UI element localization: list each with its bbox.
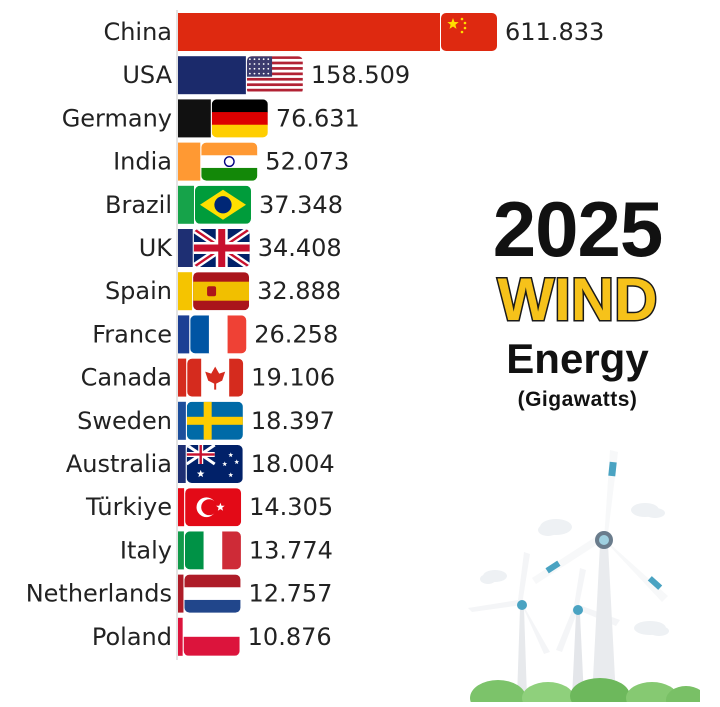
bar-germany (178, 99, 211, 138)
category-label: Italy (120, 536, 172, 564)
brazil-flag-icon (194, 185, 251, 224)
bar-trkiye (178, 488, 185, 527)
bar-netherlands (178, 574, 184, 613)
value-label: 76.631 (276, 104, 360, 132)
category-label: France (92, 320, 172, 348)
title-year: 2025 (492, 185, 664, 273)
italy-flag-icon (184, 531, 241, 570)
category-label: Sweden (77, 407, 172, 435)
turbine-large-icon (532, 450, 668, 698)
chart-bars: China 611.833 USA 158.509 Germany 76.631 India… (26, 13, 604, 656)
title-highlight: WIND (496, 266, 659, 333)
turkiye-flag-icon (185, 488, 242, 527)
category-label: Spain (105, 277, 172, 305)
value-label: 26.258 (254, 320, 338, 348)
bar-brazil (178, 185, 194, 224)
germany-flag-icon (211, 99, 268, 138)
india-flag-icon (201, 142, 258, 181)
value-label: 10.876 (248, 623, 332, 651)
category-label: UK (139, 234, 174, 262)
bar-canada (178, 358, 187, 397)
category-label: Brazil (105, 191, 172, 219)
china-flag-icon (441, 13, 497, 51)
netherlands-flag-icon (184, 574, 241, 613)
value-label: 12.757 (248, 580, 332, 608)
sweden-flag-icon (186, 401, 243, 440)
bar-china (178, 13, 440, 51)
category-label: India (113, 148, 172, 176)
category-label: China (103, 18, 172, 46)
bar-spain (178, 272, 193, 311)
value-label: 19.106 (251, 364, 335, 392)
category-label: Australia (66, 450, 172, 478)
bar-italy (178, 531, 184, 570)
wind-turbines-illustration (468, 450, 700, 702)
category-label: Netherlands (26, 580, 172, 608)
bar-france (178, 315, 190, 354)
canada-flag-icon (187, 358, 244, 397)
value-label: 34.408 (258, 234, 342, 262)
bar-usa (178, 56, 246, 95)
category-label: Canada (81, 364, 172, 392)
bar-sweden (178, 401, 186, 440)
category-label: Germany (62, 104, 172, 132)
bar-india (178, 142, 201, 181)
value-label: 37.348 (259, 191, 343, 219)
chart-title-block: 2025 WIND Energy (Gigawatts) (455, 190, 700, 412)
usa-flag-icon (246, 56, 303, 92)
value-label: 611.833 (505, 18, 604, 46)
title-subject: Energy (506, 335, 649, 382)
category-label: Poland (92, 623, 172, 651)
poland-flag-icon (183, 617, 240, 656)
turbine-small-icon (468, 552, 550, 698)
cloud-icon (480, 503, 669, 636)
value-label: 18.004 (251, 450, 335, 478)
value-label: 13.774 (249, 536, 333, 564)
bar-uk (178, 229, 193, 267)
bar-australia (178, 445, 186, 483)
value-label: 52.073 (265, 148, 349, 176)
bar-poland (178, 617, 183, 656)
bushes-icon (470, 678, 700, 702)
france-flag-icon (190, 315, 247, 354)
category-label: USA (122, 61, 172, 89)
spain-flag-icon (193, 272, 250, 311)
australia-flag-icon (186, 445, 243, 483)
value-label: 18.397 (251, 407, 335, 435)
category-label: Türkiye (85, 493, 172, 521)
value-label: 14.305 (249, 493, 333, 521)
value-label: 32.888 (257, 277, 341, 305)
title-unit: (Gigawatts) (517, 388, 638, 412)
value-label: 158.509 (311, 61, 410, 89)
uk-flag-icon (193, 229, 250, 267)
